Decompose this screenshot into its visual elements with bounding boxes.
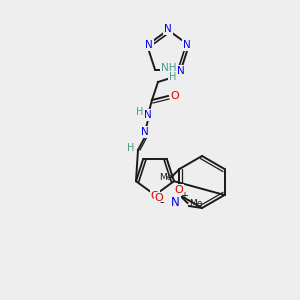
Text: Me: Me	[159, 172, 172, 182]
Text: H: H	[136, 107, 144, 117]
Text: N: N	[145, 40, 153, 50]
Text: N: N	[144, 110, 152, 120]
Text: N: N	[183, 40, 191, 50]
Text: Me: Me	[189, 199, 202, 208]
Text: H: H	[127, 143, 135, 153]
Text: N: N	[141, 127, 149, 137]
Text: N: N	[164, 24, 172, 34]
Text: NH: NH	[161, 63, 177, 73]
Text: O: O	[154, 193, 164, 203]
Text: N: N	[171, 196, 179, 208]
Text: H: H	[169, 72, 177, 82]
Text: -: -	[160, 196, 164, 209]
Text: N: N	[177, 66, 185, 76]
Text: +: +	[180, 191, 188, 201]
Text: O: O	[151, 191, 159, 201]
Text: O: O	[171, 91, 179, 101]
Text: O: O	[175, 185, 183, 195]
